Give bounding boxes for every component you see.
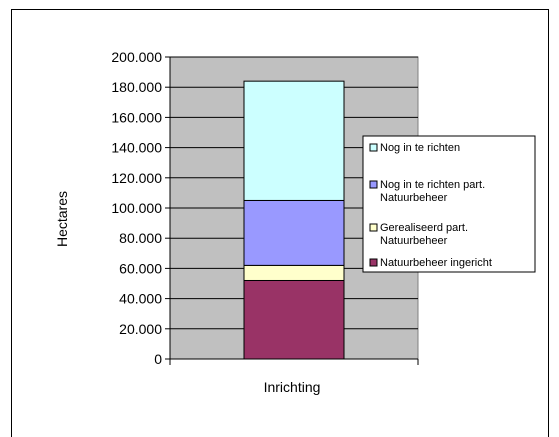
legend-label: Natuurbeheer — [380, 235, 448, 247]
y-tick-label: 140.000 — [111, 140, 162, 156]
legend-label: Nog in te richten part. — [380, 179, 485, 191]
y-tick-label: 40.000 — [119, 291, 162, 307]
bar-segment-4 — [243, 80, 345, 201]
y-tick-label: 80.000 — [119, 230, 162, 246]
legend-swatch — [369, 180, 378, 189]
legend-box — [362, 135, 536, 273]
y-tick-label: 0 — [154, 351, 162, 367]
x-category-label: Inrichting — [264, 379, 321, 395]
bar-segment-3 — [243, 199, 345, 266]
y-tick-label: 20.000 — [119, 321, 162, 337]
legend-swatch — [369, 223, 378, 232]
y-tick-label: 100.000 — [111, 200, 162, 216]
bar-segment-2 — [243, 264, 345, 281]
y-tick-label: 120.000 — [111, 170, 162, 186]
y-tick-label: 200.000 — [111, 49, 162, 65]
y-tick-label: 60.000 — [119, 260, 162, 276]
y-tick-label: 160.000 — [111, 109, 162, 125]
legend-label: Natuurbeheer ingericht — [380, 257, 492, 269]
legend-label: Natuurbeheer — [380, 192, 448, 204]
legend: Nog in te richten Nog in te richten part.… — [362, 135, 536, 273]
legend-swatch — [369, 143, 378, 152]
y-tick-label: 180.000 — [111, 79, 162, 95]
legend-swatch — [369, 258, 378, 267]
bar-segment-1 — [243, 279, 345, 360]
legend-label: Nog in te richten — [380, 142, 460, 154]
legend-label: Gerealiseerd part. — [380, 222, 468, 234]
y-axis-label: Hectares — [54, 191, 70, 247]
